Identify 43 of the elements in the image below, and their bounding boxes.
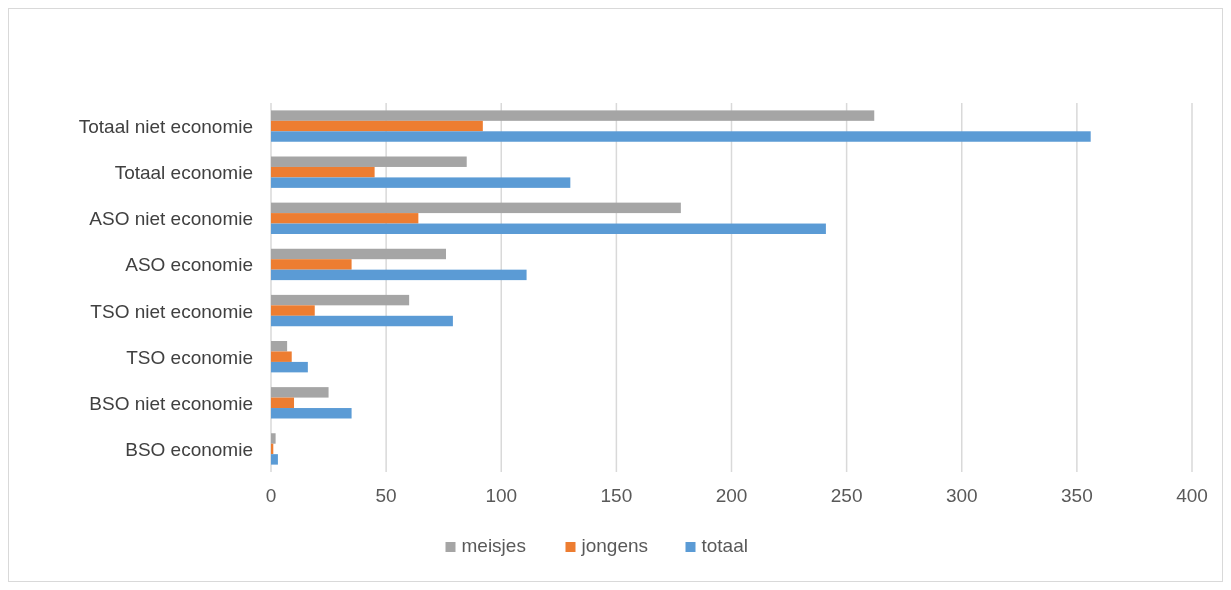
bar <box>271 397 295 409</box>
legend-label: meisjes <box>461 535 526 556</box>
bar <box>271 177 571 188</box>
x-tick-label: 300 <box>945 485 978 506</box>
x-tick-label: 350 <box>1061 485 1093 506</box>
bar <box>271 202 681 214</box>
bar <box>271 166 375 178</box>
bar <box>271 120 483 132</box>
bar <box>271 408 352 419</box>
y-tick-label: BSO niet economie <box>89 392 253 414</box>
bar <box>271 315 453 327</box>
bar <box>271 269 527 281</box>
y-tick-label: TSO niet economie <box>90 300 253 322</box>
bar <box>271 361 308 373</box>
x-tick-label: 400 <box>1176 485 1208 506</box>
bar <box>271 110 875 121</box>
bar <box>271 248 446 260</box>
bar <box>271 305 315 316</box>
bar <box>271 294 410 306</box>
x-tick-label: 250 <box>830 485 863 506</box>
bar <box>271 223 826 234</box>
bar <box>271 341 288 352</box>
bar <box>271 351 292 362</box>
y-tick-label: ASO niet economie <box>89 208 253 230</box>
legend-label: totaal <box>701 535 748 556</box>
y-tick-label: TSO economie <box>126 346 253 368</box>
bar <box>271 387 329 398</box>
legend-label: jongens <box>580 535 649 556</box>
y-tick-label: ASO economie <box>125 254 253 276</box>
y-tick-label: Totaal niet economie <box>78 116 253 138</box>
x-tick-label: 150 <box>600 485 633 506</box>
bar <box>271 213 419 224</box>
bar <box>271 433 276 444</box>
x-tick-label: 200 <box>715 485 748 506</box>
y-tick-label: BSO economie <box>125 438 253 460</box>
bar <box>271 156 467 167</box>
bar <box>271 131 1091 142</box>
y-tick-label: Totaal economie <box>114 162 253 184</box>
bar <box>271 259 352 270</box>
x-tick-label: 0 <box>265 485 277 506</box>
bar <box>271 454 278 465</box>
x-tick-label: 100 <box>485 485 518 506</box>
x-tick-label: 50 <box>375 485 397 506</box>
